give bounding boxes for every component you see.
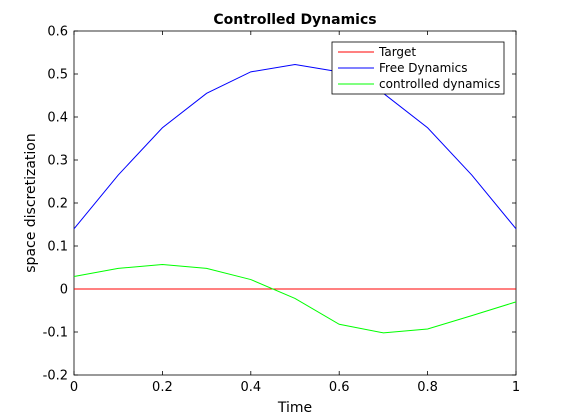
y-tick-label: 0.6: [47, 25, 68, 40]
ticks: 0 0.2 0.4 0.6 0.8 1 -0.2 -0.1 0 0.1 0.2 0.3 0.4 0.5 0.…: [43, 25, 521, 396]
legend-label-2: controlled dynamics: [379, 77, 500, 91]
x-tick-label: 1: [512, 380, 520, 395]
y-axis-label: space discretization: [23, 133, 39, 272]
legend-label-0: Target: [378, 45, 416, 59]
y-tick-label: 0: [60, 283, 68, 298]
x-tick-label: 0: [70, 380, 78, 395]
legend-label-1: Free Dynamics: [379, 61, 467, 75]
y-tick-label: 0.5: [47, 68, 68, 83]
x-tick-label: 0.4: [240, 380, 261, 395]
series-line-2: [73, 263, 517, 334]
legend: Target Free Dynamics controlled dynamics: [331, 41, 505, 95]
chart-title: Controlled Dynamics: [213, 12, 376, 28]
x-tick-label: 0.2: [152, 380, 173, 395]
x-tick-label: 0.6: [329, 380, 350, 395]
y-tick-label: -0.2: [43, 369, 68, 384]
x-axis-label: Time: [277, 400, 312, 416]
series-line-1: [73, 64, 517, 230]
series-group: [73, 64, 517, 334]
x-tick-label: 0.8: [417, 380, 438, 395]
y-tick-label: 0.3: [47, 154, 68, 169]
y-tick-label: 0.4: [47, 111, 68, 126]
y-tick-label: 0.2: [47, 197, 68, 212]
y-tick-label: 0.1: [47, 240, 68, 255]
y-tick-label: -0.1: [43, 326, 68, 341]
